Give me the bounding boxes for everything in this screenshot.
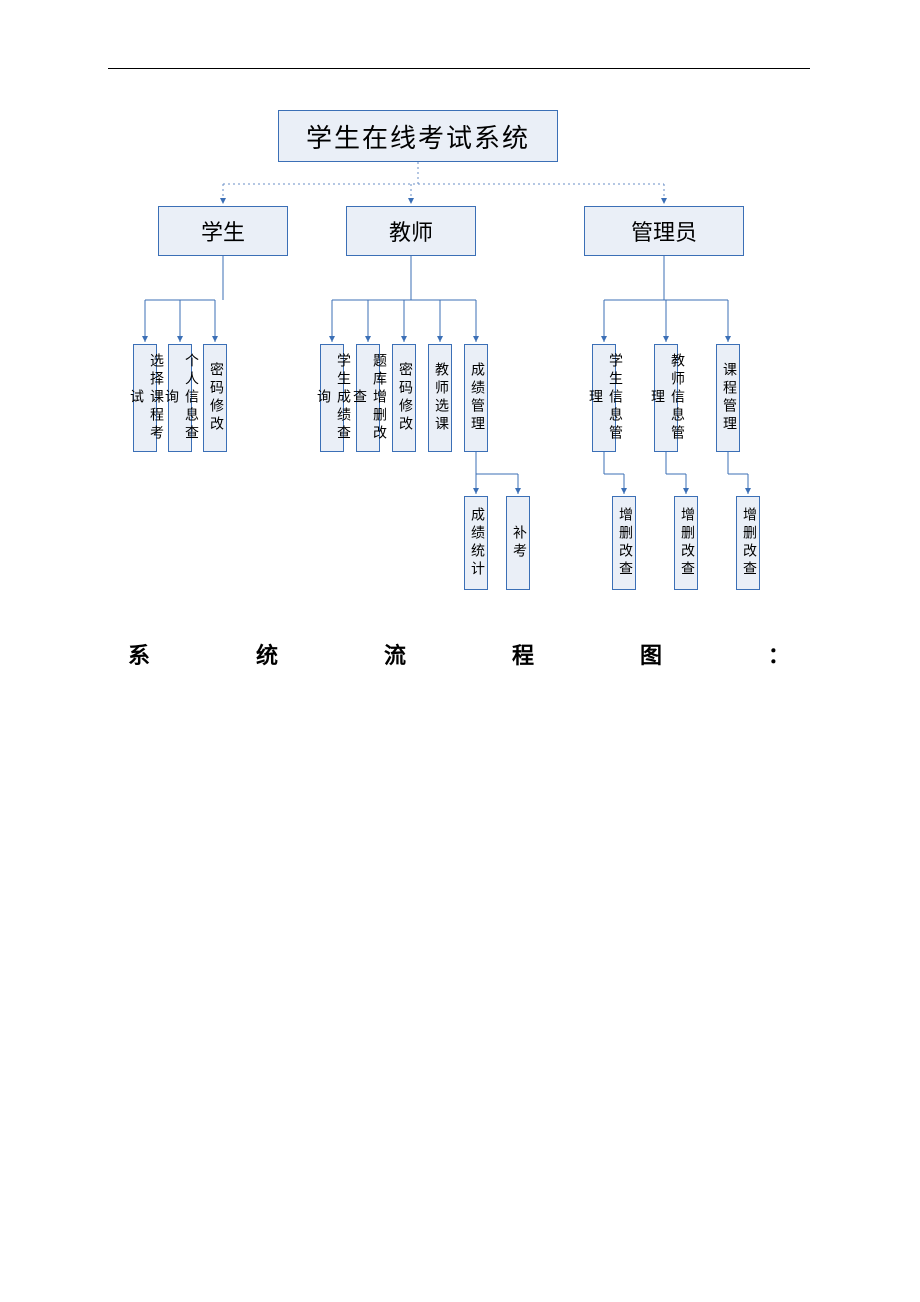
leaf-node-t1: 学生成绩查询	[320, 344, 344, 452]
role-node-student: 学生	[158, 206, 288, 256]
leaf-node-a3: 课程管理	[716, 344, 740, 452]
role-node-teacher: 教师	[346, 206, 476, 256]
leaf-node-t4: 教师选课	[428, 344, 452, 452]
divider-top	[108, 68, 810, 69]
leaf-node-t3: 密码修改	[392, 344, 416, 452]
leaf-node-a1a: 增删改查	[612, 496, 636, 590]
role-node-admin: 管理员	[584, 206, 744, 256]
caption-char-0: 系	[128, 638, 150, 670]
org-tree-diagram: 学生在线考试系统学生教师管理员选择课程考试个人信息查询密码修改学生成绩查询题库增…	[108, 100, 810, 640]
page: 学生在线考试系统学生教师管理员选择课程考试个人信息查询密码修改学生成绩查询题库增…	[0, 0, 920, 1302]
leaf-node-s3: 密码修改	[203, 344, 227, 452]
caption-char-3: 程	[512, 638, 534, 670]
leaf-node-s1: 选择课程考试	[133, 344, 157, 452]
caption-char-5: ：	[768, 638, 790, 670]
caption-char-1: 统	[256, 638, 278, 670]
caption-char-4: 图	[640, 638, 662, 670]
leaf-node-a1: 学生信息管理	[592, 344, 616, 452]
leaf-node-s2: 个人信息查询	[168, 344, 192, 452]
caption-row: 系 统 流 程 图 ：	[108, 638, 810, 670]
leaf-node-t5: 成绩管理	[464, 344, 488, 452]
leaf-node-t5b: 补考	[506, 496, 530, 590]
root-node: 学生在线考试系统	[278, 110, 558, 162]
caption-char-2: 流	[384, 638, 406, 670]
leaf-node-t5a: 成绩统计	[464, 496, 488, 590]
leaf-node-a2a: 增删改查	[674, 496, 698, 590]
leaf-node-t2: 题库增删改查	[356, 344, 380, 452]
leaf-node-a2: 教师信息管理	[654, 344, 678, 452]
leaf-node-a3a: 增删改查	[736, 496, 760, 590]
